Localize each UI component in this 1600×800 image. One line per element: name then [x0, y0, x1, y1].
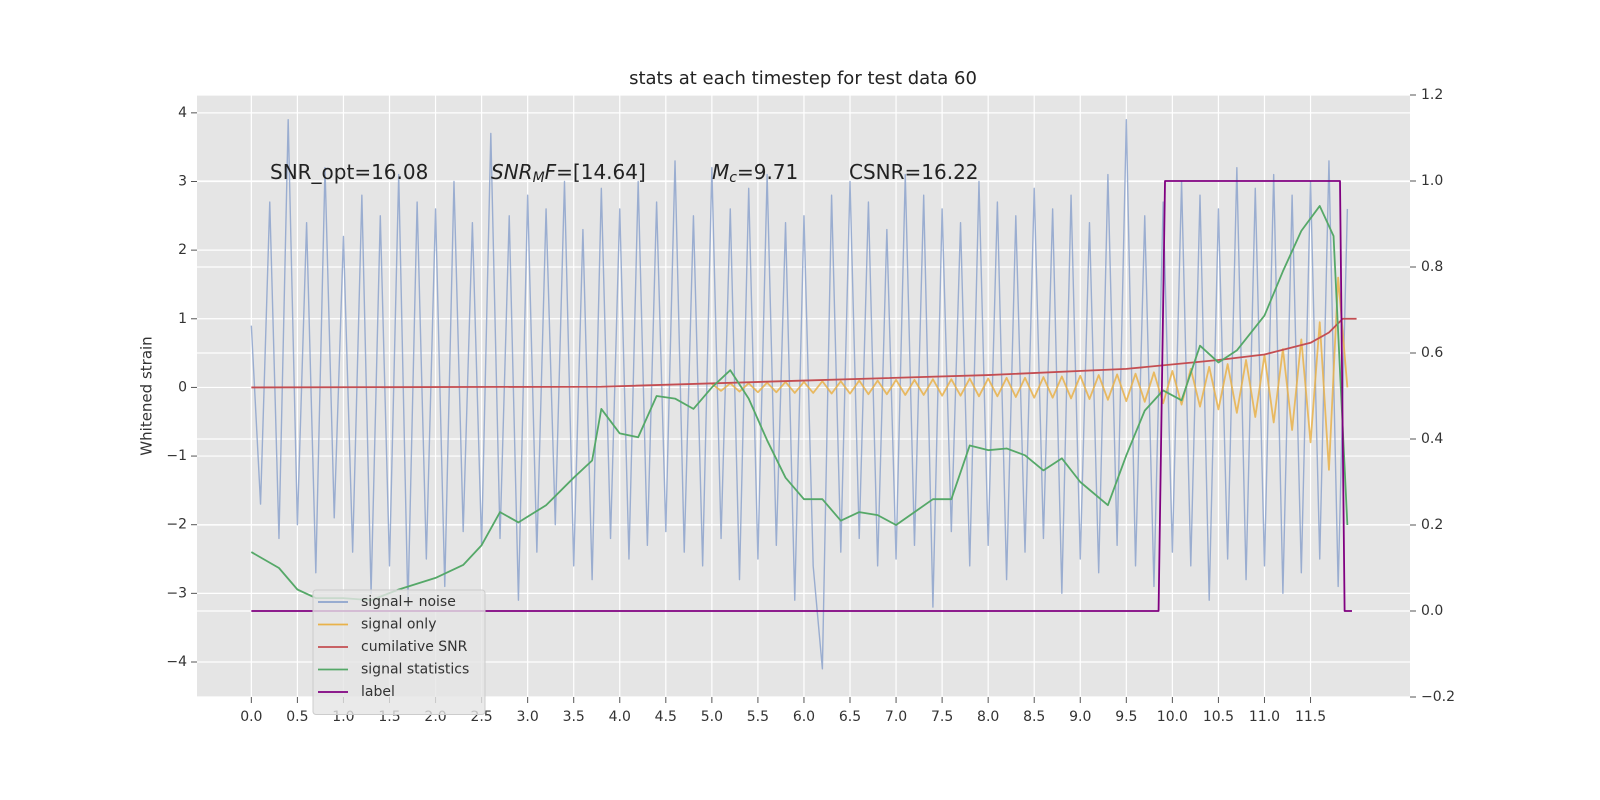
x-tick-label: 4.5: [655, 709, 677, 725]
x-tick-label: 10.5: [1203, 709, 1234, 725]
annotation-part: =[14.64]: [556, 160, 646, 184]
chart-title: stats at each timestep for test data 60: [629, 68, 977, 89]
x-tick-label: 6.5: [839, 709, 861, 725]
y-tick-label: −2: [166, 517, 187, 533]
x-tick-label: 7.0: [885, 709, 907, 725]
legend: signal+ noise signal only cumilative SNR si…: [312, 589, 486, 715]
annotation: CSNR=16.22: [849, 160, 979, 184]
x-tick-label: 8.5: [1023, 709, 1045, 725]
y2-tick-label: 0.0: [1421, 603, 1443, 619]
y-tick-label: 3: [178, 173, 187, 189]
legend-box: [312, 589, 486, 715]
x-tick-label: 0.5: [286, 709, 308, 725]
annotations: SNR_opt=16.08 SNRMF=[14.64] Mc=9.71 CSNR=16…: [270, 160, 979, 187]
y-tick-label: −3: [166, 585, 187, 601]
annotation: SNR_opt=16.08: [270, 160, 428, 184]
x-tick-label: 3.5: [563, 709, 585, 725]
annotation: Mc=9.71: [712, 160, 798, 187]
annotation-part: =9.71: [737, 160, 798, 184]
x-tick-label: 5.0: [701, 709, 723, 725]
y2-tick-label: 0.2: [1421, 517, 1443, 533]
legend-label: signal+ noise: [361, 594, 456, 610]
y2-tick-label: 0.4: [1421, 431, 1443, 447]
y-tick-label: 1: [178, 311, 187, 327]
series-line: [250, 205, 1349, 602]
series-line: [251, 317, 1357, 389]
axes: 0.0 0.5 1.0 1.5 2.0 2.5 3.0 3.5 4.0 4.5 5.0 5.5 6.0 6…: [166, 87, 1455, 725]
series: [250, 119, 1357, 670]
x-tick-label: 11.5: [1295, 709, 1326, 725]
y-tick-label: −1: [166, 448, 187, 464]
series-line: [711, 276, 1349, 471]
y-tick-label: 4: [178, 105, 187, 121]
legend-label: signal only: [361, 617, 436, 633]
annotation-part: M: [712, 160, 729, 184]
annotation-part: F: [545, 160, 557, 184]
y-tick-label: −4: [166, 654, 187, 670]
x-tick-label: 10.0: [1157, 709, 1188, 725]
y2-tick-label: 1.2: [1421, 87, 1443, 103]
y2-tick-label: 0.6: [1421, 345, 1443, 361]
series-line: [251, 180, 1352, 612]
y-tick-label: 0: [178, 379, 187, 395]
legend-label: label: [361, 684, 395, 700]
annotation-part: M: [533, 170, 545, 186]
x-tick-label: 3.0: [517, 709, 539, 725]
annotation-part: SNR: [491, 160, 533, 184]
x-tick-label: 6.0: [793, 709, 815, 725]
x-tick-label: 5.5: [747, 709, 769, 725]
x-tick-label: 9.5: [1115, 709, 1137, 725]
annotation-part: CSNR=16.22: [849, 160, 979, 184]
x-tick-label: 7.5: [931, 709, 953, 725]
y2-tick-label: 1.0: [1421, 173, 1443, 189]
annotation-part: c: [729, 170, 737, 186]
x-tick-label: 9.0: [1069, 709, 1091, 725]
x-tick-label: 4.0: [609, 709, 631, 725]
annotation-part: SNR_opt=16.08: [270, 160, 428, 184]
x-tick-label: 0.0: [240, 709, 262, 725]
x-tick-label: 8.0: [977, 709, 999, 725]
y-tick-label: 2: [178, 242, 187, 258]
y-axis-label: Whitened strain: [138, 336, 156, 455]
legend-label: cumilative SNR: [361, 639, 468, 655]
annotation: SNRMF=[14.64]: [491, 160, 646, 187]
y2-tick-label: 0.8: [1421, 259, 1443, 275]
y2-tick-label: −0.2: [1421, 689, 1455, 705]
legend-label: signal statistics: [361, 662, 469, 678]
x-tick-label: 11.0: [1249, 709, 1280, 725]
